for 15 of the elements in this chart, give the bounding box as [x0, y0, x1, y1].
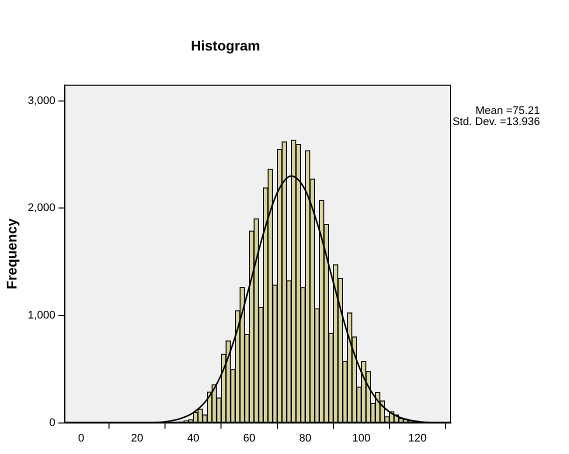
y-tick-label: 1,000 [28, 310, 56, 322]
x-tick-label: 80 [299, 432, 312, 444]
text: Std. Dev. =13.936 [452, 116, 540, 128]
x-tick-label: 60 [243, 432, 256, 444]
y-tick-label: 0 [49, 416, 56, 429]
x-tick-label: 100 [352, 432, 371, 444]
text: Mean =75.21 [475, 105, 540, 118]
x-tick-label: 20 [131, 432, 144, 444]
y-tick-label: 3,000 [28, 94, 56, 107]
x-tick-label: 0 [78, 432, 84, 444]
y-axis-title: Frequency [3, 218, 20, 290]
x-tick-label: 40 [187, 432, 200, 444]
chart-title: Histogram [190, 37, 260, 54]
y-tick-label: 2,000 [28, 202, 56, 214]
x-tick-label: 120 [408, 432, 427, 444]
